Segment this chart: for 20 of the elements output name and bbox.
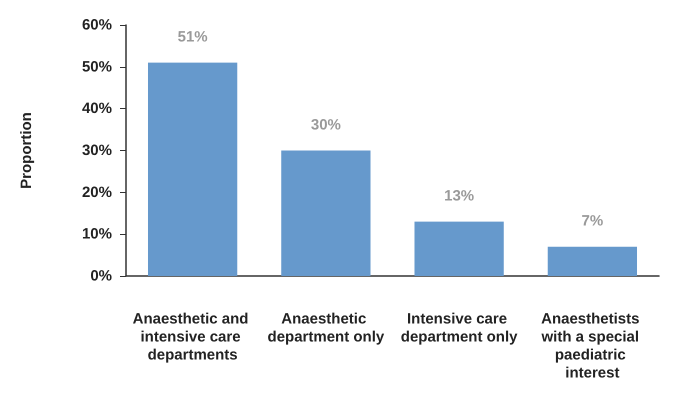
y-tick-label: 0% xyxy=(90,268,112,284)
x-tick-label: Anaesthetic department only xyxy=(268,310,385,346)
bar xyxy=(148,62,238,276)
bar xyxy=(281,150,371,276)
y-tick-label: 50% xyxy=(82,58,112,76)
y-axis-title: Proportion xyxy=(18,112,35,189)
bar xyxy=(548,246,638,276)
data-label: 13% xyxy=(444,188,474,205)
y-tick-label: 10% xyxy=(82,226,112,243)
data-label: 51% xyxy=(178,28,208,46)
x-tick-label: Anaesthetic and intensive care departments xyxy=(132,310,253,364)
y-tick-label: 20% xyxy=(82,184,112,201)
data-label: 30% xyxy=(310,116,341,134)
y-tick-label: 30% xyxy=(82,142,112,159)
bar xyxy=(414,222,504,276)
x-tick-label: Anaesthetists with a special paediatric interest xyxy=(540,310,644,382)
y-tick-label: 60% xyxy=(82,16,112,34)
y-tick-label: 40% xyxy=(82,100,112,118)
data-label: 7% xyxy=(582,212,604,230)
x-tick-label: Intensive care department only xyxy=(400,310,518,346)
